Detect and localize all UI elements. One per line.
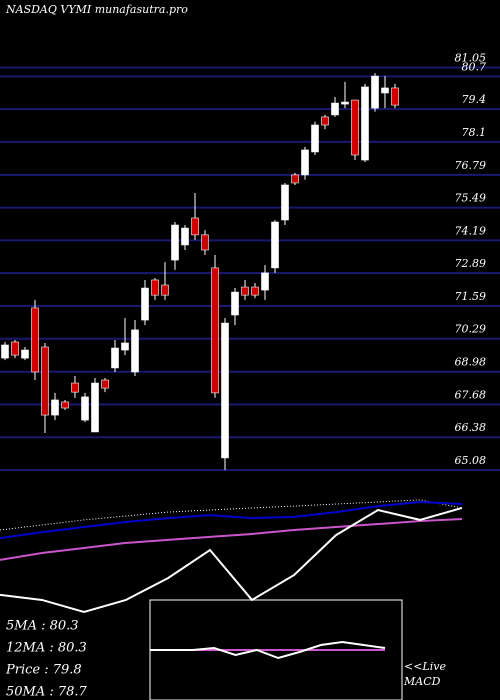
y-tick-label: 67.68 [455,388,487,401]
y-tick-label: 71.59 [455,290,487,303]
candle-body [341,101,349,105]
candle-body [301,149,309,176]
candle-body [351,99,359,156]
candle-body [281,184,289,221]
stat-label: 12MA : 80.3 [6,641,87,656]
y-tick-label: 68.98 [455,356,487,369]
indicator-line [150,640,386,660]
candle-body [81,396,89,421]
candle-body [191,217,199,236]
y-tick-label: 65.08 [455,454,487,467]
candle-body [101,379,109,389]
candle-body [21,349,29,359]
candle-body [251,286,259,296]
y-tick-label: 74.19 [455,224,487,237]
candle-body [31,307,39,373]
stat-label: Price : 79.8 [5,663,82,678]
y-tick-label: 75.49 [455,192,487,205]
y-tick-label: 79.4 [462,93,487,106]
indicator-line [0,517,463,561]
candle-body [391,87,399,106]
candle-body [221,322,229,459]
candle-body [211,267,219,394]
y-tick-label: 76.79 [455,159,487,172]
candle-body [271,221,279,269]
stat-label: 50MA : 78.7 [6,685,88,700]
candle-body [131,329,139,373]
candle-body [291,174,299,184]
y-tick-label: 78.1 [462,126,487,139]
candle-body [171,224,179,261]
chart-title: NASDAQ VYMI munafasutra.pro [5,3,188,16]
candle-body [71,382,79,393]
stat-label: 5MA : 80.3 [6,619,79,634]
candle-body [41,346,49,416]
candle-body [61,401,69,409]
candle-body [141,287,149,321]
candle-body [181,227,189,246]
candle-body [11,341,19,356]
y-tick-label: 66.38 [455,421,487,434]
y-tick-label: 80.7 [462,60,487,73]
candle-body [111,347,119,369]
y-tick-label: 81.05 [455,52,487,65]
indicator-line [0,500,463,540]
live-label: <<Live [404,660,446,673]
macd-label: MACD [403,675,441,688]
candle-body [91,382,99,433]
candle-body [381,87,389,94]
candle-body [121,342,129,351]
y-tick-label: 70.29 [455,323,487,336]
candle-body [151,279,159,296]
candle-body [231,291,239,316]
candle-body [201,234,209,251]
candle-body [321,116,329,126]
candle-body [51,399,59,416]
candle-body [311,124,319,153]
candle-body [361,86,369,161]
candle-body [331,102,339,116]
y-tick-label: 72.89 [455,257,487,270]
indicator-line [0,506,463,613]
candle-body [161,284,169,296]
candle-body [261,272,269,291]
candle-body [241,286,249,296]
candle-body [1,344,9,359]
candle-body [371,75,379,109]
